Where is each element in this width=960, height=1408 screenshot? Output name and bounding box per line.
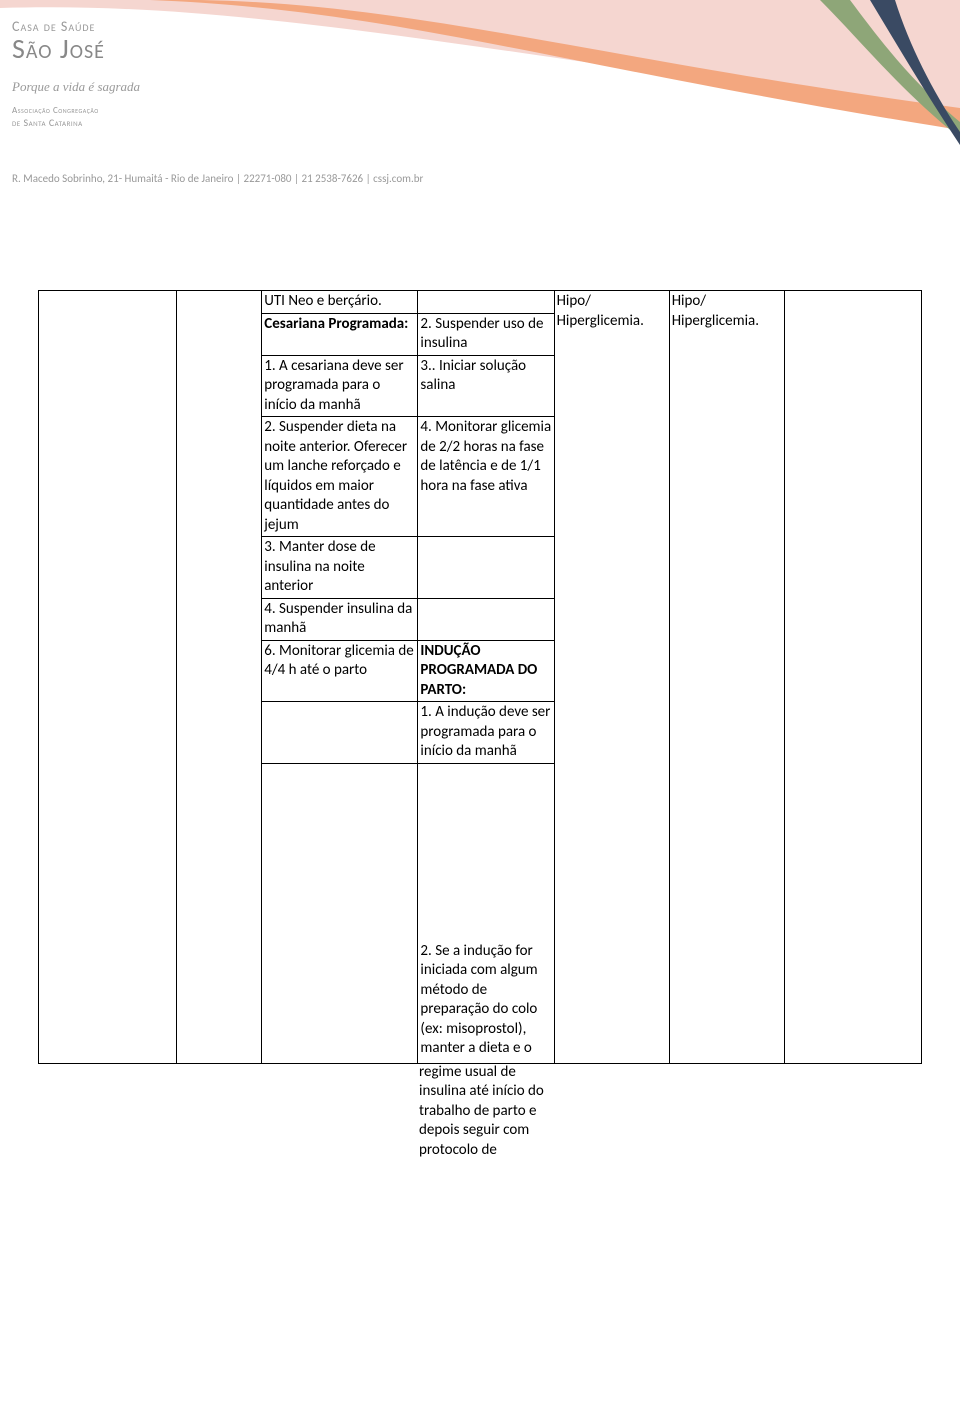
col-d-cell: 2. Se a indução for iniciada com algum m…: [418, 763, 554, 1063]
col-g-cell: [784, 291, 921, 1064]
logo-line2: São José: [12, 35, 212, 63]
col-c-cell: [262, 702, 418, 764]
address-line: R. Macedo Sobrinho, 21- Humaitá - Rio de…: [12, 172, 423, 185]
logo-association: Associação Congregação de Santa Catarina: [12, 105, 212, 130]
col-d-cell: 4. Monitorar glicemia de 2/2 horas na fa…: [418, 417, 554, 537]
col-c-cell: 4. Suspender insulina da manhã: [262, 598, 418, 640]
hospital-logo: Casa de Saúde São José Porque a vida é s…: [12, 18, 212, 130]
document-content: UTI Neo e berçário. Hipo/ Hiperglicemia.H…: [38, 290, 922, 1064]
col-d-cell: INDUÇÃO PROGRAMADA DO PARTO:: [418, 640, 554, 702]
overflow-text: regime usual de insulina até início do t…: [419, 1063, 555, 1161]
col-a-cell: [39, 291, 177, 1064]
col-c-cell: 1. A cesariana deve ser programada para …: [262, 355, 418, 417]
logo-tagline: Porque a vida é sagrada: [12, 79, 212, 95]
col-c-cell: 2. Suspender dieta na noite anterior. Of…: [262, 417, 418, 537]
col-c-cell: 6. Monitorar glicemia de 4/4 h até o par…: [262, 640, 418, 702]
protocol-table: UTI Neo e berçário. Hipo/ Hiperglicemia.H…: [38, 290, 922, 1064]
col-d-cell: 1. A indução deve ser programada para o …: [418, 702, 554, 764]
col-d-cell: [418, 598, 554, 640]
col-d-cell: [418, 537, 554, 599]
table-row: UTI Neo e berçário.Hipo/ Hiperglicemia.H…: [39, 291, 922, 314]
col-c-cell: UTI Neo e berçário.: [262, 291, 418, 314]
col-b-cell: [177, 291, 262, 1064]
col-d-cell: [418, 291, 554, 314]
col-d-cell: 3.. Iniciar solução salina: [418, 355, 554, 417]
col-c-cell: Cesariana Programada:: [262, 313, 418, 355]
col-c-cell: [262, 763, 418, 1063]
col-d-cell: 2. Suspender uso de insulina: [418, 313, 554, 355]
col-f-cell: Hipo/ Hiperglicemia.: [669, 291, 784, 1064]
col-e-cell: Hipo/ Hiperglicemia.: [554, 291, 669, 1064]
col-c-cell: 3. Manter dose de insulina na noite ante…: [262, 537, 418, 599]
